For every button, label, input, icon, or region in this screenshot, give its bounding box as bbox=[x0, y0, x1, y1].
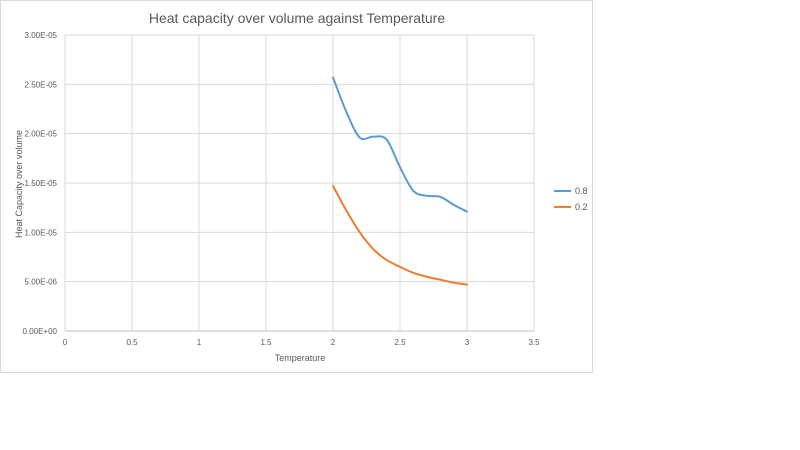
x-tick-label: 3 bbox=[465, 338, 470, 347]
series-line-0-2 bbox=[332, 184, 468, 286]
tick-labels: 0.00E+00 5.00E-06 1.00E-05 1.50E-05 2.00E-05… bbox=[23, 31, 541, 347]
x-tick-label: 0.5 bbox=[126, 338, 138, 347]
legend: 0.8 0.2 bbox=[554, 186, 588, 212]
y-tick-label: 1.00E-05 bbox=[25, 228, 58, 237]
x-tick-label: 1.5 bbox=[260, 338, 272, 347]
y-tick-label: 2.50E-05 bbox=[25, 80, 58, 89]
line-chart: Heat capacity over volume against Temper… bbox=[14, 10, 588, 363]
grid-layer bbox=[64, 34, 535, 332]
x-tick-label: 1 bbox=[197, 338, 202, 347]
legend-label: 0.8 bbox=[575, 186, 588, 196]
chart-title: Heat capacity over volume against Temper… bbox=[149, 10, 445, 26]
series-layer bbox=[332, 76, 468, 286]
x-tick-label: 2 bbox=[331, 338, 336, 347]
series-line-0-8 bbox=[332, 76, 468, 213]
y-tick-label: 1.50E-05 bbox=[25, 179, 58, 188]
y-tick-label: 0.00E+00 bbox=[23, 327, 58, 336]
legend-label: 0.2 bbox=[575, 202, 588, 212]
x-axis-title: Temperature bbox=[275, 353, 326, 363]
x-tick-label: 0 bbox=[63, 338, 68, 347]
y-tick-label: 5.00E-06 bbox=[25, 278, 58, 287]
chart-frame: Heat capacity over volume against Temper… bbox=[0, 0, 593, 373]
x-tick-label: 3.5 bbox=[528, 338, 540, 347]
y-axis-title: Heat Capacity over volume bbox=[14, 130, 24, 238]
y-tick-label: 3.00E-05 bbox=[25, 31, 58, 40]
x-tick-label: 2.5 bbox=[394, 338, 406, 347]
y-tick-label: 2.00E-05 bbox=[25, 130, 58, 139]
